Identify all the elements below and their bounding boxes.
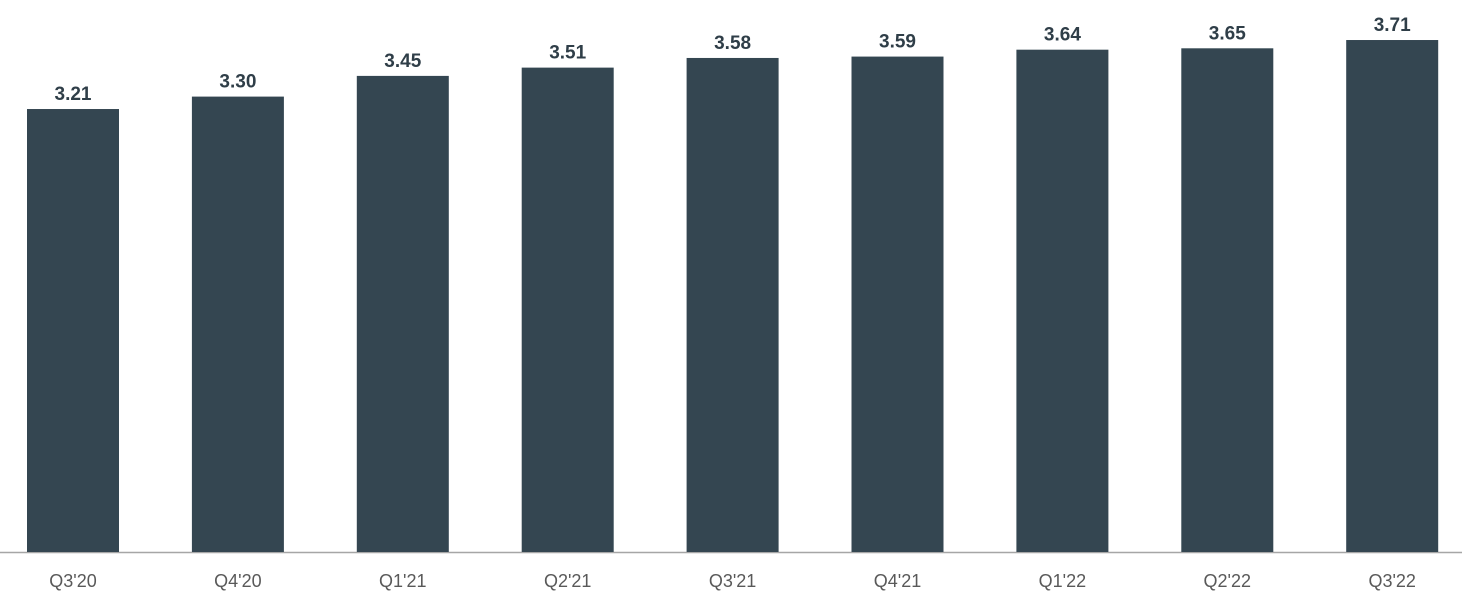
x-tick-label: Q2'22	[1204, 571, 1251, 591]
bar	[1181, 48, 1274, 553]
bar	[356, 75, 449, 553]
bar	[686, 57, 779, 553]
value-label: 3.51	[549, 43, 586, 64]
value-label: 3.58	[714, 33, 751, 54]
x-tick-label: Q3'22	[1368, 571, 1415, 591]
x-tick-label: Q4'20	[214, 571, 261, 591]
x-tick-label: Q2'21	[544, 571, 591, 591]
bar	[851, 56, 944, 552]
x-tick-label: Q1'21	[379, 571, 426, 591]
value-label: 3.71	[1374, 15, 1411, 36]
x-tick-label: Q3'21	[709, 571, 756, 591]
x-tick-label: Q4'21	[874, 571, 921, 591]
x-tick-label: Q3'20	[49, 571, 96, 591]
bar	[191, 96, 284, 552]
bar	[521, 67, 614, 553]
bar	[1346, 40, 1439, 553]
value-label: 3.45	[384, 51, 421, 72]
x-tick-label: Q1'22	[1039, 571, 1086, 591]
value-label: 3.30	[219, 72, 256, 93]
value-label: 3.21	[55, 84, 92, 105]
bar	[1016, 49, 1109, 553]
value-label: 3.65	[1209, 23, 1246, 44]
bar	[27, 109, 119, 553]
value-label: 3.64	[1044, 25, 1081, 46]
value-label: 3.59	[879, 32, 916, 53]
